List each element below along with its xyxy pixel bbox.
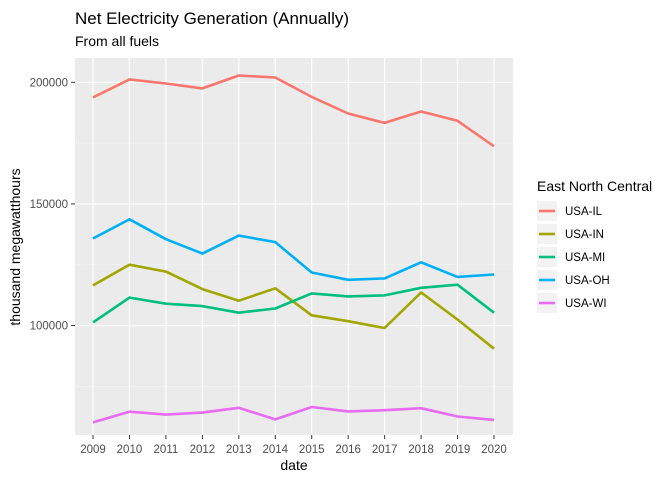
y-tick-label: 150000 [30, 199, 68, 211]
x-tick-label: 2018 [408, 444, 434, 456]
x-tick-label: 2019 [445, 444, 471, 456]
y-tick-label: 100000 [30, 321, 68, 333]
series-line-usa-il [92, 74, 495, 148]
legend: East North Central USA-IL USA-IN USA-MI USA… [537, 178, 652, 313]
y-axis: 100000 150000 200000 [30, 77, 75, 333]
x-tick-label: 2017 [372, 444, 398, 456]
series-line-usa-oh [92, 218, 495, 282]
series-lines [92, 74, 495, 424]
x-tick-label: 2011 [154, 444, 179, 456]
x-tick-label: 2015 [299, 444, 325, 456]
x-tick-label: 2009 [80, 444, 106, 456]
legend-label: USA-WI [565, 298, 607, 310]
chart-subtitle: From all fuels [75, 33, 159, 49]
x-axis: 2009 2010 2011 2012 2013 2014 2015 2016 2017 2018… [80, 435, 507, 456]
x-tick-label: 2012 [190, 444, 216, 456]
series-line-usa-wi [92, 405, 495, 424]
x-tick-label: 2020 [481, 444, 507, 456]
y-axis-title: thousand megawatthours [7, 168, 23, 325]
y-tick-label: 200000 [30, 77, 68, 89]
series-line-usa-mi [92, 283, 495, 324]
x-axis-title: date [280, 457, 307, 473]
legend-title: East North Central [537, 178, 652, 194]
plot-panel [75, 58, 513, 435]
legend-label: USA-MI [565, 252, 605, 264]
x-tick-label: 2014 [262, 444, 288, 456]
x-tick-label: 2010 [117, 444, 143, 456]
legend-label: USA-OH [565, 275, 610, 287]
x-tick-label: 2013 [226, 444, 252, 456]
legend-label: USA-IN [565, 229, 604, 241]
x-tick-label: 2016 [335, 444, 361, 456]
chart-title: Net Electricity Generation (Annually) [75, 9, 349, 28]
grid-minor [75, 142, 513, 387]
legend-label: USA-IL [565, 206, 603, 218]
